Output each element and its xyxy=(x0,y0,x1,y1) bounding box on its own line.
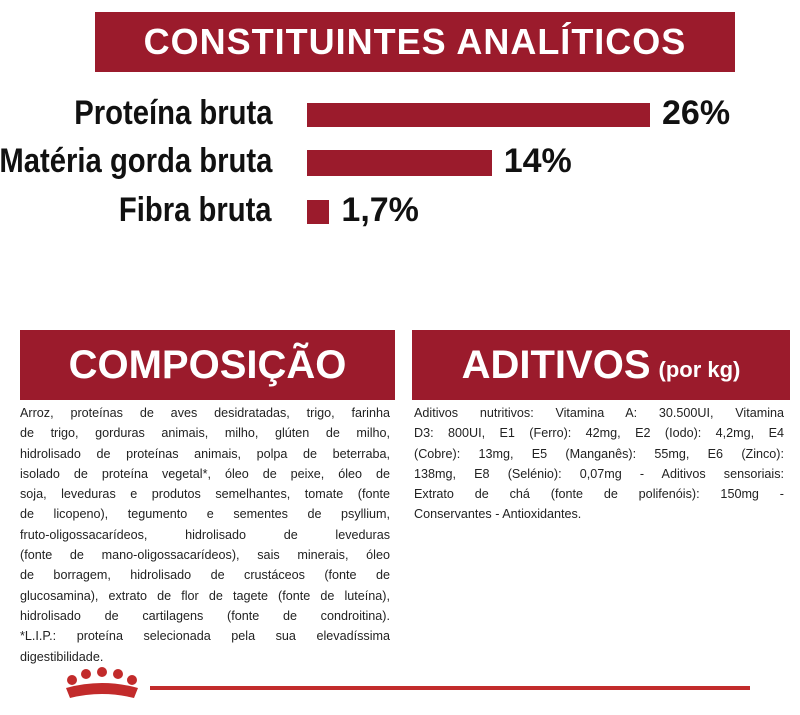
footer-logo xyxy=(66,667,750,698)
text-line: *L.I.P.: proteína selecionada pela sua e… xyxy=(20,629,390,644)
chart-title: CONSTITUINTES ANALÍTICOS xyxy=(95,12,735,72)
bar xyxy=(307,103,650,127)
aditivos-header: ADITIVOS (por kg) xyxy=(412,330,790,400)
text-line: D3: 800UI, E1 (Ferro): 42mg, E2 (Iodo): … xyxy=(414,426,784,441)
text-line: Extrato de chá (fonte de polifenóis): 15… xyxy=(414,487,784,502)
footer-line xyxy=(150,686,750,690)
aditivos-text: Aditivos nutritivos: Vitamina A: 30.500U… xyxy=(414,403,784,525)
text-line: (fonte de mano-oligossacarídeos), sais m… xyxy=(20,548,390,563)
value-label: 14% xyxy=(503,142,572,180)
composicao-title: COMPOSIÇÃO xyxy=(20,330,395,400)
composicao-text: Arroz, proteínas de aves desidratadas, t… xyxy=(20,403,390,667)
text-line: 138mg, E8 (Selénio): 0,07mg - Aditivos s… xyxy=(414,466,784,481)
text-line: isolado de proteína vegetal*, óleo de pe… xyxy=(20,466,390,481)
bar xyxy=(307,150,492,176)
aditivos-subtitle: (por kg) xyxy=(658,357,741,382)
text-line: de borragem, hidrolisado de crustáceos (… xyxy=(20,568,390,583)
text-line: (Cobre): 13mg, E5 (Manganês): 55mg, E6 (… xyxy=(414,446,784,461)
text-line: de trigo, gorduras animais, milho, glúte… xyxy=(20,426,390,441)
text-line: Conservantes - Antioxidantes. xyxy=(414,507,582,522)
category-label: Matéria gorda bruta xyxy=(0,142,272,180)
text-line: glucosamina), extrato de flor de tagete … xyxy=(20,588,390,603)
value-label: 26% xyxy=(662,94,731,132)
text-line: hidrolisado de proteínas animais, polpa … xyxy=(20,446,390,461)
text-line: de licopeno), tegumento e sementes de ps… xyxy=(20,507,390,522)
text-line: Aditivos nutritivos: Vitamina A: 30.500U… xyxy=(414,406,784,420)
text-line: Arroz, proteínas de aves desidratadas, t… xyxy=(20,406,390,420)
text-line: digestibilidade. xyxy=(20,649,104,664)
text-line: soja, leveduras e produtos semelhantes, … xyxy=(20,487,390,502)
text-line: hidrolisado de cartilagens (fonte de con… xyxy=(20,608,390,623)
crown-logo xyxy=(66,667,138,698)
category-label: Proteína bruta xyxy=(73,94,272,132)
text-line: fruto-oligossacarídeos, hidrolisado de l… xyxy=(20,527,390,542)
category-label: Fibra bruta xyxy=(119,191,272,229)
value-label: 1,7% xyxy=(341,191,419,229)
bar xyxy=(307,200,330,224)
aditivos-title: ADITIVOS xyxy=(461,342,651,387)
